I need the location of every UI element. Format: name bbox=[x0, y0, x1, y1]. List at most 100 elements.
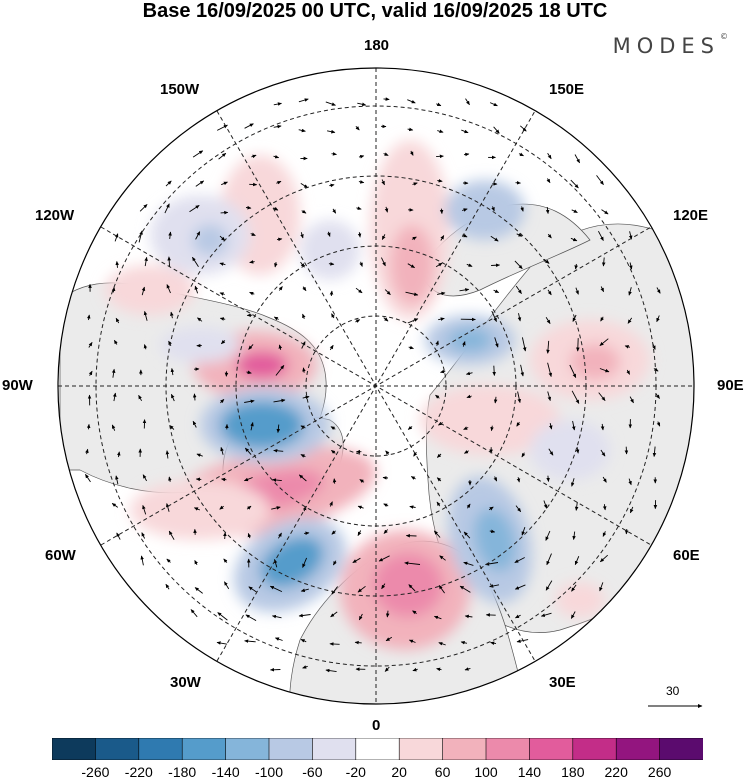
wind-arrow bbox=[518, 152, 524, 157]
wind-arrow bbox=[359, 479, 365, 483]
wind-arrow bbox=[514, 260, 523, 270]
reference-vector-label: 30 bbox=[666, 684, 680, 698]
wind-arrow bbox=[138, 230, 143, 243]
wind-arrow bbox=[464, 667, 471, 671]
colorbar-tick-label: -180 bbox=[168, 764, 197, 780]
wind-arrow bbox=[88, 370, 93, 376]
colorbar-tick-label: -20 bbox=[345, 764, 366, 780]
wind-arrow bbox=[168, 530, 175, 540]
wind-arrow bbox=[601, 257, 606, 267]
wind-arrow bbox=[547, 289, 552, 296]
wind-arrow bbox=[115, 260, 119, 268]
wind-arrow bbox=[490, 425, 494, 432]
wind-arrow bbox=[488, 506, 494, 511]
anomaly-neg-7 bbox=[530, 420, 610, 480]
wind-arrow bbox=[600, 316, 605, 322]
lon-label-150e: 150E bbox=[549, 81, 585, 98]
wind-arrow bbox=[245, 614, 257, 621]
wind-arrow bbox=[413, 451, 418, 457]
wind-arrow bbox=[330, 426, 336, 431]
wind-arrow bbox=[545, 580, 553, 591]
wind-arrow bbox=[328, 262, 335, 266]
colorbar-tick-label: -260 bbox=[81, 764, 110, 780]
anomaly-neg-9 bbox=[160, 327, 240, 363]
wind-arrow bbox=[300, 425, 306, 429]
wind-arrow bbox=[331, 152, 337, 156]
wind-arrow bbox=[598, 230, 604, 241]
wind-arrow bbox=[489, 584, 500, 588]
wind-arrow bbox=[409, 150, 414, 156]
wind-arrow bbox=[404, 561, 421, 565]
wind-arrow bbox=[218, 152, 227, 160]
wind-arrow bbox=[381, 179, 385, 186]
wind-arrow bbox=[170, 393, 175, 402]
colorbar-tick-label: -100 bbox=[254, 764, 284, 780]
wind-arrow bbox=[520, 206, 524, 212]
wind-arrow bbox=[273, 398, 286, 403]
wind-arrow bbox=[332, 208, 337, 214]
wind-arrow bbox=[223, 532, 227, 540]
wind-arrow bbox=[629, 262, 633, 270]
lon-label-30e: 30E bbox=[549, 674, 576, 691]
wind-arrow bbox=[111, 286, 116, 293]
wind-arrow bbox=[383, 97, 390, 101]
wind-arrow bbox=[170, 367, 175, 376]
wind-arrow bbox=[192, 256, 199, 267]
wind-arrow bbox=[298, 98, 309, 103]
wind-arrow bbox=[220, 340, 226, 345]
colorbar-tick-label: -60 bbox=[302, 764, 323, 780]
wind-arrow bbox=[141, 286, 146, 296]
wind-arrow bbox=[189, 205, 200, 213]
wind-arrow bbox=[514, 584, 526, 590]
colorbar-swatch bbox=[225, 738, 270, 760]
wind-arrow bbox=[357, 232, 362, 238]
wind-arrow bbox=[516, 639, 529, 643]
map-boundary bbox=[57, 67, 695, 705]
wind-arrow bbox=[571, 584, 577, 592]
wind-arrow bbox=[548, 448, 554, 456]
lon-label-60e: 60E bbox=[673, 547, 700, 564]
wind-arrow bbox=[111, 503, 119, 508]
wind-arrow bbox=[463, 531, 471, 539]
wind-arrow bbox=[515, 614, 521, 619]
wind-arrow bbox=[407, 263, 415, 269]
colorbar-tick-label: -140 bbox=[211, 764, 240, 780]
colorbar-swatch bbox=[529, 738, 574, 760]
wind-arrow bbox=[435, 340, 439, 346]
wind-arrow bbox=[436, 453, 442, 458]
wind-arrow bbox=[464, 614, 473, 619]
wind-arrow bbox=[220, 446, 224, 455]
wind-arrow bbox=[440, 235, 445, 241]
wind-arrow bbox=[165, 450, 170, 459]
wind-arrow bbox=[278, 344, 283, 350]
wind-arrow bbox=[627, 317, 633, 324]
wind-arrow bbox=[164, 203, 170, 214]
wind-arrow bbox=[463, 426, 469, 430]
wind-arrow bbox=[195, 180, 205, 187]
wind-arrow bbox=[219, 505, 224, 510]
anomaly-shading bbox=[105, 140, 650, 650]
wind-arrow bbox=[247, 532, 252, 539]
wind-arrow bbox=[575, 446, 580, 454]
wind-arrow bbox=[300, 232, 304, 239]
wind-arrow bbox=[382, 476, 389, 480]
wind-arrow bbox=[596, 175, 604, 185]
meridian-150 bbox=[216, 110, 536, 662]
wind-arrow bbox=[221, 181, 228, 186]
wind-arrow bbox=[408, 345, 414, 350]
wind-arrow bbox=[88, 342, 93, 348]
wind-arrow bbox=[139, 204, 148, 212]
colorbar-swatch bbox=[442, 738, 487, 760]
wind-arrow bbox=[571, 420, 576, 431]
wind-arrow bbox=[273, 102, 282, 106]
wind-arrow bbox=[515, 285, 522, 294]
wind-arrow bbox=[493, 396, 498, 404]
wind-arrow bbox=[329, 183, 335, 188]
wind-arrow bbox=[251, 154, 257, 159]
wind-arrow bbox=[329, 290, 334, 297]
anomaly-neg-5 bbox=[445, 180, 525, 240]
colorbar-swatch bbox=[615, 738, 661, 760]
wind-arrow bbox=[359, 261, 363, 267]
wind-arrow bbox=[435, 262, 443, 268]
wind-arrow bbox=[656, 287, 661, 294]
